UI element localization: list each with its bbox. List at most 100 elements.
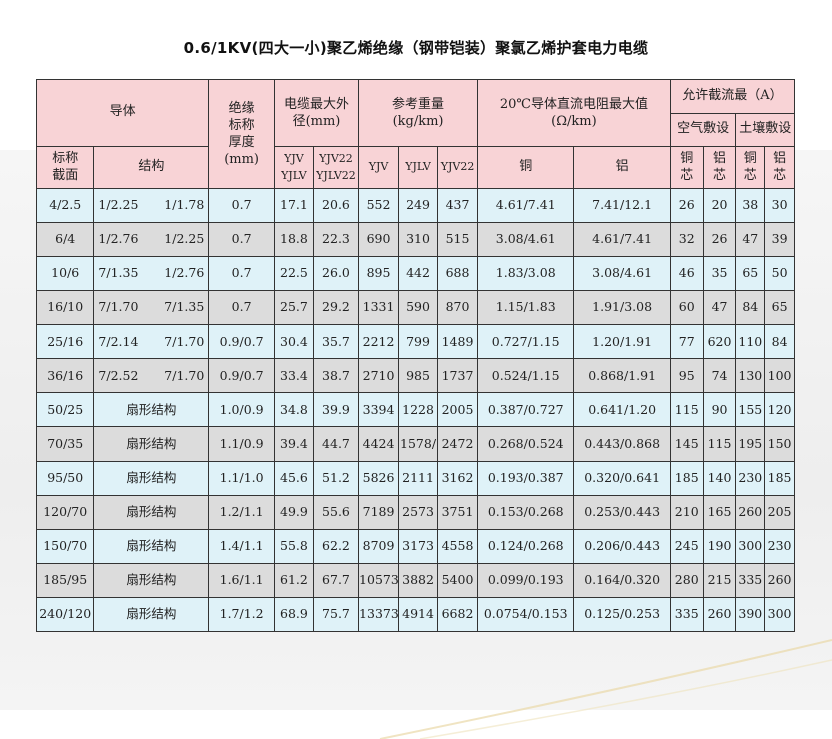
cell-insulation: 1.2/1.1 xyxy=(208,494,275,530)
cell-soil-aluminum: 39 xyxy=(764,221,795,258)
table-row: 6/4 1/2.76 1/2.25 0.7 18.8 22.3 690 310 515 3.08/… xyxy=(35,221,795,258)
cell-section: 4/2.5 xyxy=(35,187,95,223)
cell-weight-yjv: 10573 xyxy=(358,562,400,598)
cell-od-yjv: 17.1 xyxy=(273,187,314,223)
cell-soil-copper: 230 xyxy=(735,460,766,496)
structure-part-b: 1/1.78 xyxy=(164,197,205,213)
page-title: 0.6/1KV(四大一小)聚乙烯绝缘（钢带铠装）聚氯乙烯护套电力电缆 xyxy=(183,39,649,57)
cell-soil-aluminum: 300 xyxy=(764,596,795,633)
cell-air-aluminum: 35 xyxy=(702,256,737,292)
table-row: 150/70 扇形结构 1.4/1.1 55.8 62.2 8709 3173 4558 0.1… xyxy=(35,528,795,564)
cell-section: 25/16 xyxy=(35,324,95,360)
cell-soil-aluminum: 30 xyxy=(764,187,795,223)
cell-weight-yjv: 690 xyxy=(358,221,400,258)
cell-soil-copper: 84 xyxy=(735,290,766,326)
cell-od-yjv22: 22.3 xyxy=(312,221,360,258)
table-row: 120/70 扇形结构 1.2/1.1 49.9 55.6 7189 2573 3751 0.1… xyxy=(35,494,795,530)
cell-section: 16/10 xyxy=(35,290,95,326)
cell-air-copper: 115 xyxy=(669,392,704,428)
cell-od-yjv22: 29.2 xyxy=(312,290,360,326)
cell-air-copper: 60 xyxy=(669,290,704,326)
table-row: 50/25 扇形结构 1.0/0.9 34.8 39.9 3394 1228 2005 0.38… xyxy=(35,392,795,428)
cell-insulation: 0.9/0.7 xyxy=(208,324,275,360)
cell-resistance-aluminum: 0.125/0.253 xyxy=(573,596,671,633)
cell-od-yjv22: 44.7 xyxy=(312,426,360,462)
table-row: 4/2.5 1/2.25 1/1.78 0.7 17.1 20.6 552 249 437 4.6… xyxy=(35,187,795,223)
cell-air-copper: 77 xyxy=(669,324,704,360)
cell-soil-aluminum: 120 xyxy=(764,392,795,428)
cell-structure: 7/2.52 7/1.70 xyxy=(93,358,210,394)
cell-air-aluminum: 620 xyxy=(702,324,737,360)
cell-section: 185/95 xyxy=(35,562,95,598)
cell-weight-yjlv: 1228 xyxy=(398,392,439,428)
cell-resistance-copper: 0.124/0.268 xyxy=(477,528,575,564)
cell-weight-yjlv: 2111 xyxy=(398,460,439,496)
structure-part-a: 1/2.25 xyxy=(98,197,139,213)
cell-structure: 扇形结构 xyxy=(93,460,210,496)
cell-structure: 扇形结构 xyxy=(93,562,210,598)
cell-resistance-aluminum: 0.253/0.443 xyxy=(573,494,671,530)
structure-part-a: 7/2.14 xyxy=(98,333,139,349)
cell-weight-yjv: 1331 xyxy=(358,290,400,326)
header-soil-aluminum: 铝 芯 xyxy=(764,145,795,189)
cell-structure: 扇形结构 xyxy=(93,426,210,462)
cell-weight-yjlv: 310 xyxy=(398,221,439,258)
cell-soil-copper: 300 xyxy=(735,528,766,564)
cell-air-aluminum: 140 xyxy=(702,460,737,496)
cell-soil-copper: 47 xyxy=(735,221,766,258)
cell-weight-yjlv: 3173 xyxy=(398,528,439,564)
cell-od-yjv: 34.8 xyxy=(273,392,314,428)
cell-resistance-copper: 0.727/1.15 xyxy=(477,324,575,360)
table-header: 导体 绝缘 标称 厚度 (mm) 电缆最大外 径(mm) 参考重量 (kg/km… xyxy=(35,78,796,189)
cell-section: 6/4 xyxy=(35,221,95,258)
structure-part-b: 1/2.25 xyxy=(164,231,205,247)
cell-soil-copper: 130 xyxy=(735,358,766,394)
table-row: 10/6 7/1.35 1/2.76 0.7 22.5 26.0 895 442 688 1.83… xyxy=(35,256,795,292)
cell-insulation: 1.7/1.2 xyxy=(208,596,275,633)
cell-air-aluminum: 215 xyxy=(702,562,737,598)
cell-section: 70/35 xyxy=(35,426,95,462)
cell-soil-copper: 155 xyxy=(735,392,766,428)
cell-od-yjv: 55.8 xyxy=(273,528,314,564)
cell-section: 50/25 xyxy=(35,392,95,428)
cell-weight-yjlv: 249 xyxy=(398,187,439,223)
table-row: 185/95 扇形结构 1.6/1.1 61.2 67.7 10573 3882 5400 0.… xyxy=(35,562,795,598)
cell-air-copper: 145 xyxy=(669,426,704,462)
cell-weight-yjv22: 3751 xyxy=(437,494,479,530)
header-resistance: 20℃导体直流电阻最大值 (Ω/km) xyxy=(477,79,671,147)
cell-structure: 扇形结构 xyxy=(93,596,210,633)
cell-insulation: 0.7 xyxy=(208,221,275,258)
cell-structure: 7/1.35 1/2.76 xyxy=(93,256,210,292)
cell-resistance-aluminum: 3.08/4.61 xyxy=(573,256,671,292)
cell-weight-yjv22: 4558 xyxy=(437,528,479,564)
cell-insulation: 0.7 xyxy=(208,256,275,292)
cell-insulation: 0.7 xyxy=(208,290,275,326)
cable-spec-table: 导体 绝缘 标称 厚度 (mm) 电缆最大外 径(mm) 参考重量 (kg/km… xyxy=(35,78,796,633)
header-w-yjv: YJV xyxy=(358,145,400,189)
cell-air-copper: 32 xyxy=(669,221,704,258)
cell-weight-yjv: 2710 xyxy=(358,358,400,394)
cell-structure: 7/1.70 7/1.35 xyxy=(93,290,210,326)
cell-od-yjv: 45.6 xyxy=(273,460,314,496)
cell-air-aluminum: 74 xyxy=(702,358,737,394)
cell-od-yjv22: 62.2 xyxy=(312,528,360,564)
cell-resistance-aluminum: 4.61/7.41 xyxy=(573,221,671,258)
cell-soil-aluminum: 260 xyxy=(764,562,795,598)
table-row: 16/10 7/1.70 7/1.35 0.7 25.7 29.2 1331 590 870 1.… xyxy=(35,290,795,326)
header-structure: 结构 xyxy=(93,145,210,189)
structure-part-b: 7/1.70 xyxy=(164,333,205,349)
structure-part-b: 7/1.70 xyxy=(164,367,205,383)
cell-resistance-aluminum: 0.868/1.91 xyxy=(573,358,671,394)
cell-air-aluminum: 190 xyxy=(702,528,737,564)
cell-soil-aluminum: 205 xyxy=(764,494,795,530)
cell-od-yjv22: 75.7 xyxy=(312,596,360,633)
cell-resistance-aluminum: 1.20/1.91 xyxy=(573,324,671,360)
cell-od-yjv: 61.2 xyxy=(273,562,314,598)
cell-od-yjv22: 55.6 xyxy=(312,494,360,530)
cell-air-copper: 280 xyxy=(669,562,704,598)
structure-part-a: 1/2.76 xyxy=(98,231,139,247)
cell-soil-aluminum: 65 xyxy=(764,290,795,326)
cell-section: 36/16 xyxy=(35,358,95,394)
cell-weight-yjlv: 3882 xyxy=(398,562,439,598)
cell-resistance-copper: 0.524/1.15 xyxy=(477,358,575,394)
